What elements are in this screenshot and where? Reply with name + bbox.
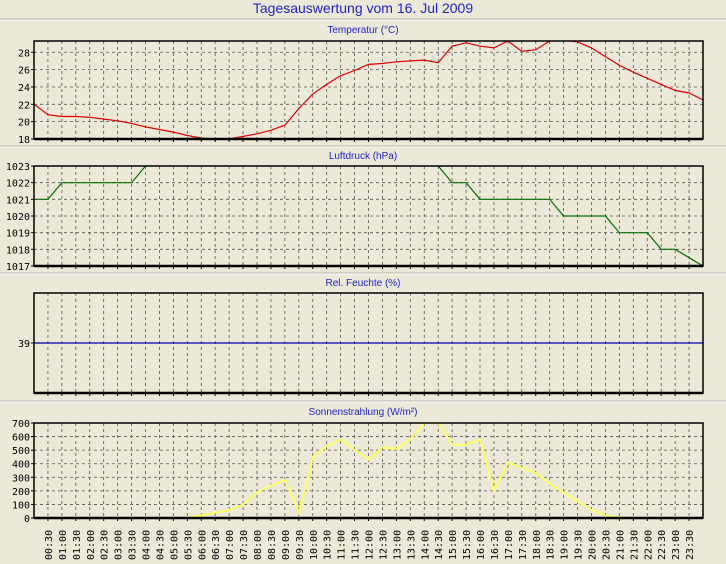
x-tick-label: 22:30 [657,530,668,560]
x-tick-label: 20:00 [588,530,599,560]
y-tick-label: 26 [18,66,30,77]
y-tick-label: 100 [12,500,30,511]
x-tick-label: 02:30 [100,530,111,560]
chart-title: Temperatur (°C) [327,25,398,36]
x-tick-label: 00:30 [44,530,55,560]
x-tick-label: 08:30 [267,530,278,560]
x-tick-label: 19:30 [574,530,585,560]
x-tick-label: 07:00 [225,530,236,560]
page-title: Tagesauswertung vom 16. Jul 2009 [252,0,474,16]
x-tick-label: 22:00 [643,530,654,560]
x-tick-label: 10:00 [309,530,320,560]
chart-title: Sonnenstrahlung (W/m²) [309,407,418,418]
series-line [34,423,703,518]
y-tick-label: 200 [12,487,30,498]
x-tick-label: 14:30 [434,530,445,560]
x-tick-label: 06:00 [197,530,208,560]
y-tick-label: 600 [12,433,30,444]
y-tick-label: 1022 [6,179,30,190]
x-tick-label: 13:30 [406,530,417,560]
y-tick-label: 1020 [6,212,30,223]
x-tick-label: 21:30 [629,530,640,560]
x-tick-label: 12:00 [365,530,376,560]
x-tick-label: 20:30 [601,530,612,560]
y-tick-label: 39 [18,339,30,350]
y-tick-label: 20 [18,118,30,129]
x-tick-label: 15:00 [448,530,459,560]
y-tick-label: 0 [24,514,30,525]
x-tick-label: 08:00 [253,530,264,560]
x-tick-label: 15:30 [462,530,473,560]
chart-panel-3: Sonnenstrahlung (W/m²) 0 100 200 300 400 500 60… [12,407,704,525]
x-tick-label: 11:30 [351,530,362,560]
x-tick-label: 06:30 [211,530,222,560]
series-line [34,166,703,266]
chart-panel-2: Rel. Feuchte (%) 39 [18,278,704,396]
y-tick-label: 400 [12,460,30,471]
x-tick-label: 11:00 [337,530,348,560]
y-tick-label: 1017 [6,262,30,273]
chart-panel-1: Luftdruck (hPa) 1017 1018 1019 1020 1021 1022 1… [6,151,704,273]
x-tick-label: 18:30 [546,530,557,560]
chart-title: Luftdruck (hPa) [329,151,397,162]
y-tick-label: 1019 [6,229,30,240]
x-tick-label: 04:30 [155,530,166,560]
x-tick-label: 17:30 [518,530,529,560]
x-tick-label: 23:00 [671,530,682,560]
y-tick-label: 22 [18,100,30,111]
y-tick-label: 24 [18,83,30,94]
x-tick-label: 12:30 [378,530,389,560]
chart-panel-0: Temperatur (°C) 18 20 22 24 26 28 [18,25,704,146]
x-tick-label: 03:30 [128,530,139,560]
x-tick-label: 02:00 [86,530,97,560]
x-tick-label: 01:00 [58,530,69,560]
y-tick-label: 18 [18,135,30,146]
x-tick-label: 21:00 [615,530,626,560]
x-tick-label: 09:00 [281,530,292,560]
x-tick-label: 03:00 [114,530,125,560]
y-tick-label: 1021 [6,195,30,206]
x-tick-label: 19:00 [560,530,571,560]
x-tick-label: 07:30 [239,530,250,560]
x-tick-label: 23:30 [685,530,696,560]
x-tick-label: 17:00 [504,530,515,560]
y-tick-label: 500 [12,446,30,457]
x-tick-label: 18:00 [532,530,543,560]
x-tick-label: 13:00 [392,530,403,560]
y-tick-label: 28 [18,48,30,59]
x-tick-label: 09:30 [295,530,306,560]
x-tick-label: 10:30 [323,530,334,560]
x-tick-label: 16:30 [490,530,501,560]
y-tick-label: 1018 [6,245,30,256]
series-line [34,41,703,139]
x-tick-label: 14:00 [420,530,431,560]
y-tick-label: 700 [12,419,30,430]
x-tick-label: 05:00 [169,530,180,560]
y-tick-label: 1023 [6,162,30,173]
x-tick-label: 01:30 [72,530,83,560]
x-tick-label: 16:00 [476,530,487,560]
y-tick-label: 300 [12,473,30,484]
x-tick-label: 05:30 [183,530,194,560]
chart-title: Rel. Feuchte (%) [325,278,400,289]
x-tick-label: 04:00 [142,530,153,560]
